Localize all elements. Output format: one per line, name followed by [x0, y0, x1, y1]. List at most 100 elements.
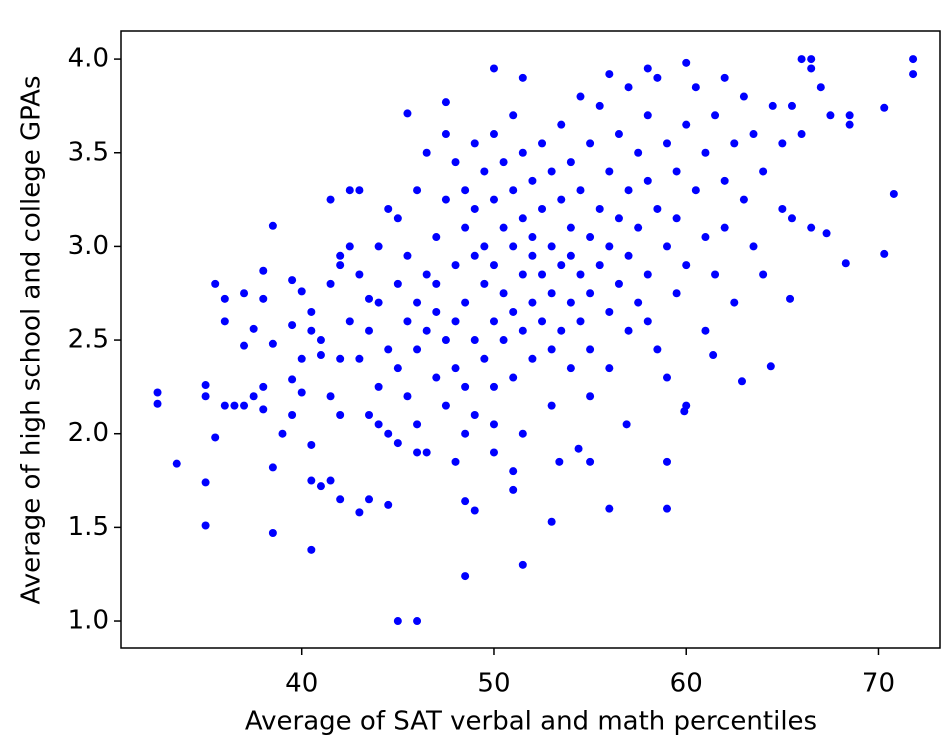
point: [547, 242, 556, 251]
point: [624, 251, 633, 260]
point: [365, 326, 374, 335]
point: [672, 214, 681, 223]
point: [172, 459, 181, 468]
point: [643, 111, 652, 120]
point: [547, 401, 556, 410]
point: [316, 482, 325, 491]
point: [470, 410, 479, 419]
point: [509, 467, 518, 476]
point: [470, 251, 479, 260]
y-tick-label: 2.0: [68, 418, 109, 448]
point: [470, 139, 479, 148]
point: [259, 266, 268, 275]
point: [355, 270, 364, 279]
point: [374, 382, 383, 391]
point: [711, 111, 720, 120]
point: [605, 167, 614, 176]
point: [557, 120, 566, 129]
point: [384, 204, 393, 213]
point: [374, 242, 383, 251]
point: [547, 167, 556, 176]
point: [355, 508, 364, 517]
x-tick-label: 70: [862, 669, 895, 699]
point: [509, 111, 518, 120]
point: [566, 364, 575, 373]
point: [739, 92, 748, 101]
point: [595, 261, 604, 270]
point: [643, 270, 652, 279]
point: [336, 410, 345, 419]
point: [393, 617, 402, 626]
point: [374, 298, 383, 307]
point: [586, 345, 595, 354]
point: [682, 58, 691, 67]
point: [622, 420, 631, 429]
x-tick-label: 50: [477, 669, 510, 699]
point: [355, 354, 364, 363]
point: [547, 517, 556, 526]
point: [557, 195, 566, 204]
point: [220, 401, 229, 410]
point: [211, 279, 220, 288]
point: [297, 354, 306, 363]
point: [422, 148, 431, 157]
point: [566, 298, 575, 307]
point: [297, 388, 306, 397]
point: [509, 373, 518, 382]
point: [595, 101, 604, 110]
point: [326, 195, 335, 204]
point: [461, 572, 470, 581]
y-tick-label: 1.5: [68, 512, 109, 542]
x-tick-label: 40: [285, 669, 318, 699]
point: [365, 410, 374, 419]
point: [786, 294, 795, 303]
point: [336, 251, 345, 260]
point: [393, 364, 402, 373]
point: [787, 214, 796, 223]
point: [518, 148, 527, 157]
point: [841, 259, 850, 268]
point: [403, 251, 412, 260]
point: [555, 457, 564, 466]
point: [278, 429, 287, 438]
point: [480, 242, 489, 251]
point: [653, 345, 662, 354]
point: [153, 388, 162, 397]
point: [259, 382, 268, 391]
point: [201, 392, 210, 401]
point: [634, 223, 643, 232]
point: [816, 83, 825, 92]
point: [682, 261, 691, 270]
point: [518, 270, 527, 279]
point: [489, 382, 498, 391]
point: [574, 444, 583, 453]
point: [489, 317, 498, 326]
point: [624, 83, 633, 92]
point: [413, 345, 422, 354]
y-tick-label: 3.0: [68, 231, 109, 261]
point: [461, 497, 470, 506]
point: [663, 457, 671, 466]
point: [259, 294, 268, 303]
point: [566, 158, 575, 167]
point: [557, 326, 566, 335]
point: [909, 70, 918, 79]
point: [720, 73, 729, 82]
point: [489, 448, 498, 457]
point: [422, 448, 431, 457]
point: [822, 229, 831, 238]
point: [355, 186, 364, 195]
point: [889, 189, 898, 198]
point: [413, 448, 422, 457]
point: [268, 463, 277, 472]
y-tick-label: 1.0: [68, 606, 109, 636]
point: [441, 130, 450, 139]
point: [489, 261, 498, 270]
point: [528, 176, 537, 185]
y-axis-label: Average of high school and college GPAs: [17, 75, 47, 604]
point: [384, 429, 393, 438]
point: [614, 214, 623, 223]
point: [365, 294, 374, 303]
point: [518, 560, 527, 569]
